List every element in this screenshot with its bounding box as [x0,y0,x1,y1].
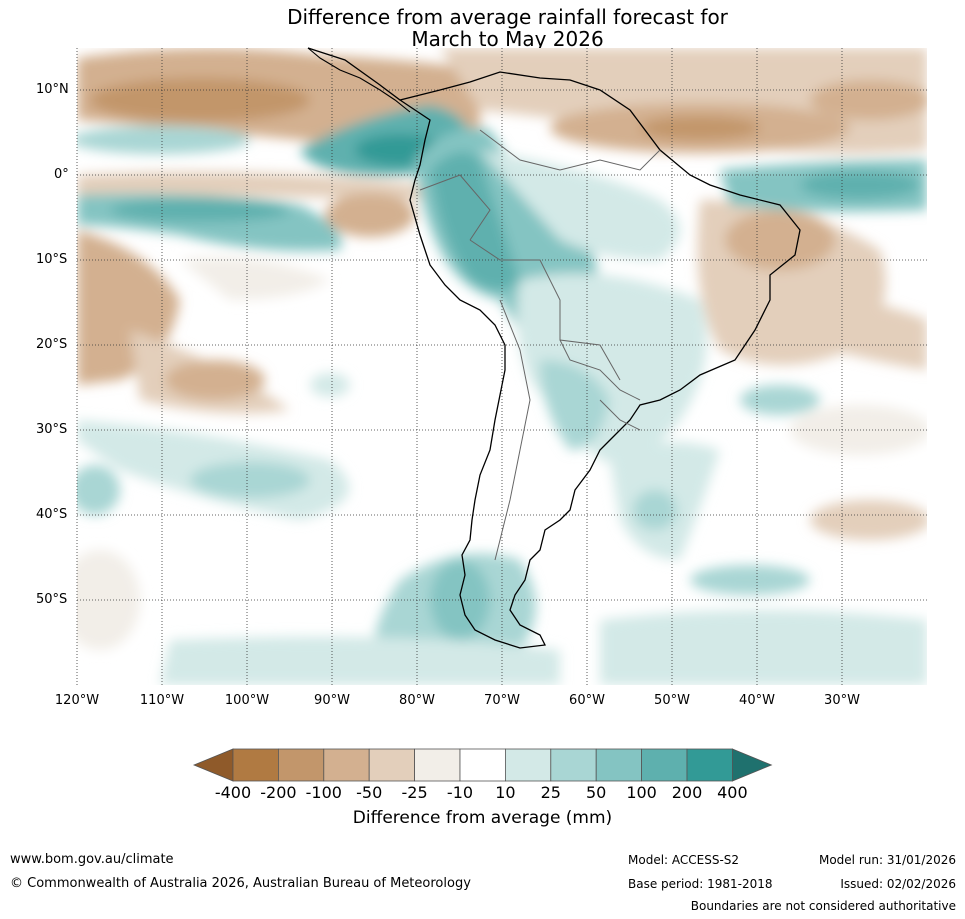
footer-model: Model: ACCESS-S2 [628,853,740,867]
lat-label-10s: 10°S [36,252,68,267]
colorbar [192,748,773,782]
lat-label-50s: 50°S [36,592,68,607]
colorbar-tick-label: -25 [401,783,428,802]
lon-label-70w: 70°W [484,693,520,708]
lon-label-30w: 30°W [824,693,860,708]
coastline [307,47,801,649]
colorbar-arrow-low [192,748,234,782]
lon-label-80w: 80°W [399,693,435,708]
colorbar-tick-label: -100 [305,783,342,802]
lon-label-120w: 120°W [54,693,100,708]
colorbar-tick-label: 400 [717,783,748,802]
colorbar-swatch [686,748,733,782]
colorbar-swatch [595,748,643,782]
central-america-coast [307,47,411,113]
colorbar-swatch [459,748,506,782]
lon-label-50w: 50°W [654,693,690,708]
footer-model-run: Model run: 31/01/2026 [818,853,956,867]
country-borders [419,129,661,561]
colorbar-arrow-high [732,748,773,782]
colorbar-swatch [414,748,461,782]
lon-label-110w: 110°W [139,693,185,708]
lon-label-60w: 60°W [569,693,605,708]
colorbar-swatch [504,748,552,782]
colorbar-tick-label: -200 [260,783,297,802]
colorbar-swatch [232,748,279,782]
footer-url[interactable]: www.bom.gov.au/climate [10,852,174,867]
colorbar-swatch [368,748,416,782]
colorbar-swatch [641,748,688,782]
colorbar-tick-label: -400 [214,783,252,802]
lat-label-10n: 10°N [36,82,69,97]
anomaly-field [77,48,927,685]
colorbar-swatch [277,748,325,782]
lon-label-40w: 40°W [739,693,775,708]
colorbar-tick-label: -50 [356,783,383,802]
map-title-line2: March to May 2026 [411,27,604,51]
lat-label-0: 0° [54,167,69,182]
colorbar-tick-label: 10 [495,783,516,802]
colorbar-swatch [323,748,370,782]
colorbar-tick-label: 200 [671,783,703,802]
map-title-line1: Difference from average rainfall forecas… [287,5,728,29]
footer-disclaimer: Boundaries are not considered authoritat… [690,899,956,913]
colorbar-title: Difference from average (mm) [352,808,613,828]
lon-label-90w: 90°W [314,693,350,708]
lat-label-40s: 40°S [36,507,68,522]
footer-issued: Issued: 02/02/2026 [840,877,956,891]
colorbar-tick-label: 50 [586,783,607,802]
lon-label-100w: 100°W [224,693,270,708]
graticule [76,48,927,685]
colorbar-swatch [550,748,597,782]
footer-base-period: Base period: 1981-2018 [628,877,773,891]
colorbar-tick-label: 100 [626,783,657,802]
colorbar-tick-label: 25 [540,783,561,802]
lat-label-20s: 20°S [36,337,68,352]
colorbar-tick-label: -10 [446,783,474,802]
footer-copyright: © Commonwealth of Australia 2026, Austra… [10,876,471,891]
lat-label-30s: 30°S [36,422,68,437]
